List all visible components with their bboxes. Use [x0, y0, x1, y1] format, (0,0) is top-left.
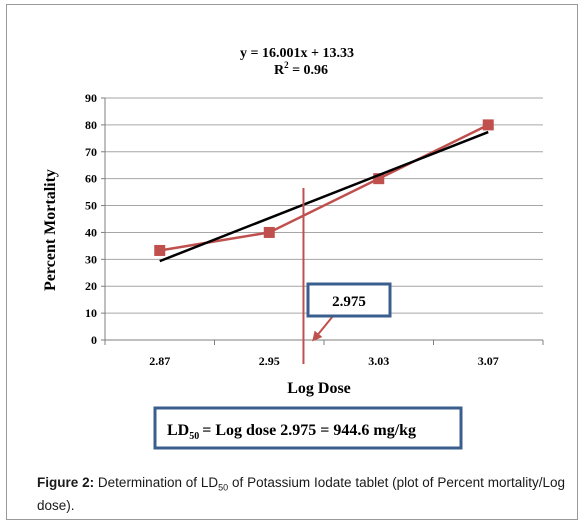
y-tick-label: 50 — [85, 199, 97, 213]
series — [154, 119, 494, 256]
annotation-arrow — [312, 315, 334, 342]
ld50-result-text: LD50 = Log dose 2.975 = 944.6 mg/kg — [167, 422, 416, 442]
x-axis-label: Log Dose — [287, 380, 351, 397]
y-tick-label: 10 — [85, 306, 97, 320]
data-point-marker — [154, 244, 166, 256]
trendline — [159, 130, 489, 263]
y-tick-label: 20 — [85, 279, 97, 293]
x-tick-label: 3.07 — [478, 354, 499, 368]
trendline-equation: y = 16.001x + 13.33 — [240, 46, 354, 61]
r-squared: R2 = 0.96 — [274, 60, 328, 78]
y-tick-label: 80 — [85, 118, 97, 132]
data-point-marker — [482, 119, 494, 131]
x-tick-label: 2.95 — [259, 354, 280, 368]
caption-text-after: of Potassium Iodate tablet (plot of Perc… — [37, 475, 565, 513]
y-tick-label: 60 — [85, 172, 97, 186]
figure-caption: Figure 2: Determination of LD50 of Potas… — [37, 474, 565, 514]
y-tick-label: 40 — [85, 225, 97, 239]
chart: 0 10 20 30 40 50 60 70 80 90 2.87 2.95 3.03 3.07 y =… — [42, 46, 544, 450]
y-tick-labels: 0 10 20 30 40 50 60 70 80 90 — [85, 91, 97, 347]
series-line — [159, 123, 489, 252]
caption-subscript: 50 — [218, 482, 229, 493]
y-tick-label: 90 — [85, 91, 97, 105]
x-tick-label: 2.87 — [149, 354, 170, 368]
axes — [104, 98, 544, 345]
annotation-label: 2.975 — [332, 294, 366, 310]
y-tick-label: 70 — [85, 145, 97, 159]
annotations — [302, 188, 334, 364]
caption-label: Figure 2: — [37, 475, 95, 490]
x-tick-labels: 2.87 2.95 3.03 3.07 — [149, 354, 499, 368]
annotation-box — [306, 282, 392, 318]
x-tick-label: 3.03 — [368, 354, 389, 368]
y-axis-label: Percent Mortality — [42, 169, 59, 291]
gridlines — [101, 97, 543, 341]
ld50-result-box — [153, 406, 463, 450]
data-point-marker — [263, 226, 275, 238]
figure-frame: 0 10 20 30 40 50 60 70 80 90 2.87 2.95 3.03 3.07 y =… — [6, 4, 578, 520]
linear-trendline — [159, 130, 489, 263]
caption-text-before: Determination of LD — [94, 475, 219, 490]
data-point-marker — [373, 173, 385, 185]
y-tick-label: 30 — [85, 252, 97, 266]
y-tick-label: 0 — [91, 333, 97, 347]
